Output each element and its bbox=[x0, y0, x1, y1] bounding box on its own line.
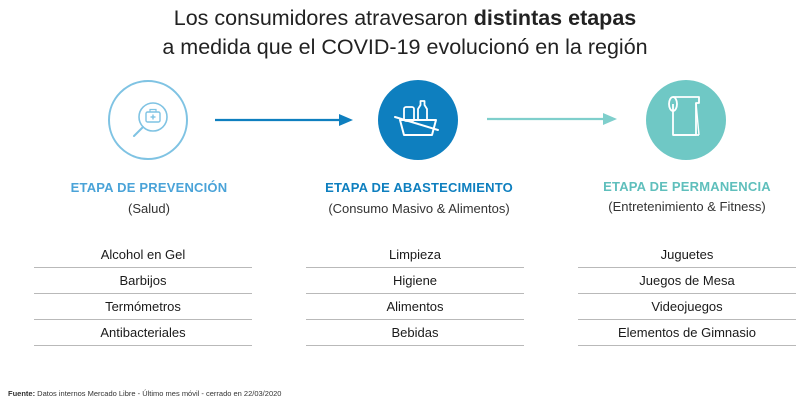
stage-subtitle-prevention: (Salud) bbox=[128, 201, 170, 216]
source-footnote: Fuente: Datos internos Mercado Libre - Ú… bbox=[8, 389, 281, 398]
footnote-label: Fuente: bbox=[8, 389, 36, 398]
supply-stage-icon bbox=[378, 80, 458, 160]
title-line-1: Los consumidores atravesaron distintas e… bbox=[0, 4, 810, 33]
permanence-list: Juguetes Juegos de Mesa Videojuegos Elem… bbox=[578, 242, 796, 346]
list-item: Alimentos bbox=[306, 294, 524, 320]
stage-title-permanence: ETAPA DE PERMANENCIA bbox=[603, 179, 771, 194]
list-item: Bebidas bbox=[306, 320, 524, 346]
list-item: Elementos de Gimnasio bbox=[578, 320, 796, 346]
list-item: Juegos de Mesa bbox=[578, 268, 796, 294]
list-item: Higiene bbox=[306, 268, 524, 294]
list-item: Termómetros bbox=[34, 294, 252, 320]
prevention-stage-icon bbox=[108, 80, 188, 160]
list-item: Videojuegos bbox=[578, 294, 796, 320]
list-item: Antibacteriales bbox=[34, 320, 252, 346]
arrow-1 bbox=[215, 114, 353, 126]
prevention-list: Alcohol en Gel Barbijos Termómetros Anti… bbox=[34, 242, 252, 346]
stage-subtitle-permanence: (Entretenimiento & Fitness) bbox=[608, 199, 766, 214]
arrow-2 bbox=[487, 113, 617, 125]
title-emphasis: distintas etapas bbox=[473, 6, 637, 30]
yoga-mat-icon bbox=[668, 96, 700, 136]
footnote-text: Datos internos Mercado Libre - Último me… bbox=[35, 389, 282, 398]
stage-title-prevention: ETAPA DE PREVENCIÓN bbox=[70, 180, 228, 195]
list-item: Alcohol en Gel bbox=[34, 242, 252, 268]
page-title: Los consumidores atravesaron distintas e… bbox=[0, 4, 810, 62]
supply-list: Limpieza Higiene Alimentos Bebidas bbox=[306, 242, 524, 346]
title-prefix: Los consumidores atravesaron bbox=[173, 6, 474, 30]
first-aid-magnifier-icon bbox=[133, 102, 168, 137]
stage-subtitle-supply: (Consumo Masivo & Alimentos) bbox=[328, 201, 510, 216]
shopping-basket-icon bbox=[394, 100, 439, 136]
list-item: Barbijos bbox=[34, 268, 252, 294]
list-item: Limpieza bbox=[306, 242, 524, 268]
title-line-2: a medida que el COVID-19 evolucionó en l… bbox=[162, 35, 648, 59]
permanence-stage-icon bbox=[646, 80, 726, 160]
list-item: Juguetes bbox=[578, 242, 796, 268]
stage-title-supply: ETAPA DE ABASTECIMIENTO bbox=[325, 180, 513, 195]
